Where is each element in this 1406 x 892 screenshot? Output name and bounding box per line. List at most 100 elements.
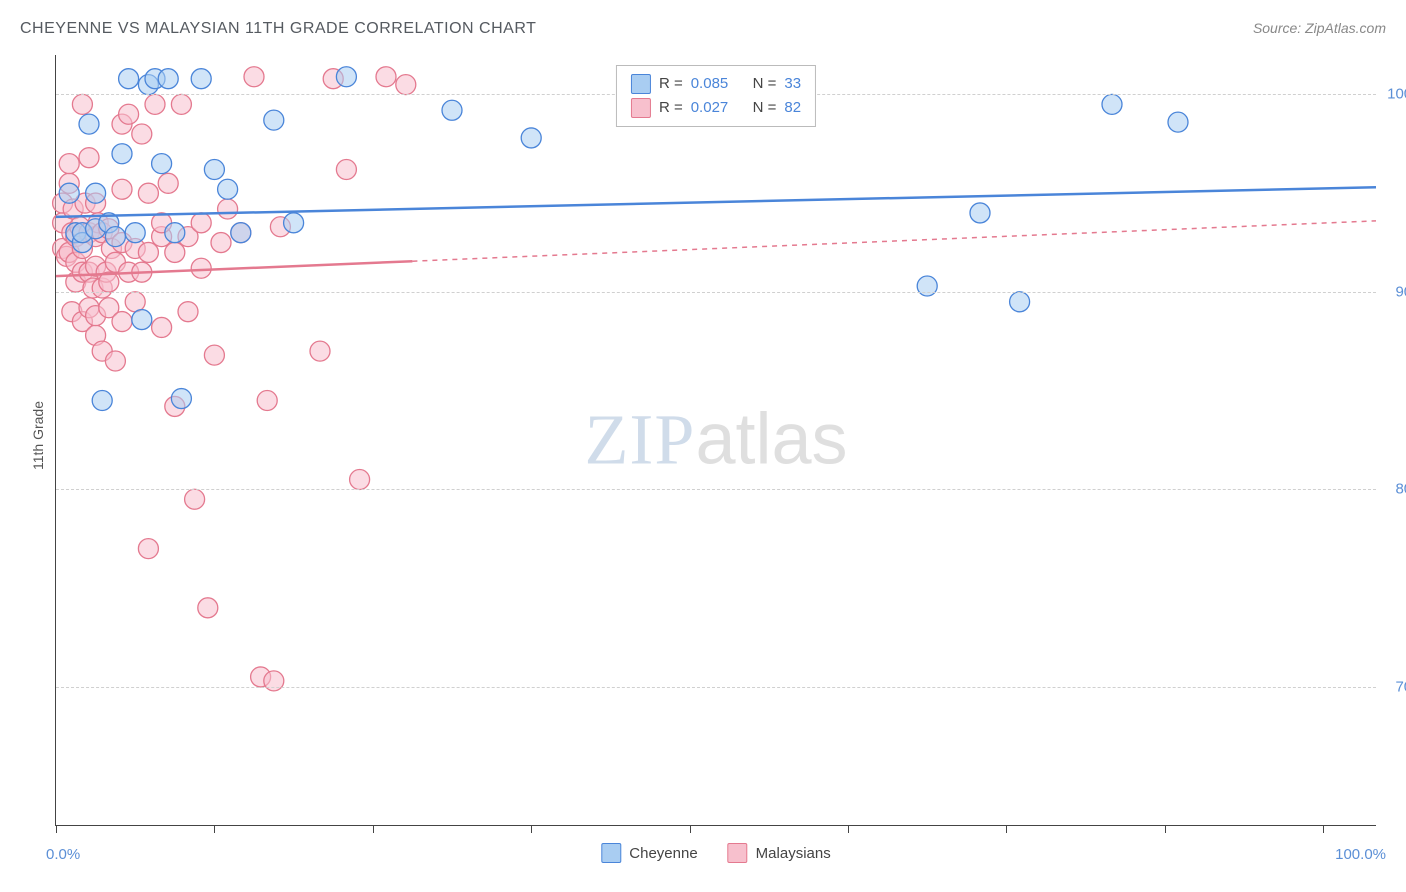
data-point <box>310 341 330 361</box>
data-point <box>284 213 304 233</box>
n-value: 33 <box>784 72 801 96</box>
y-tick-label: 100.0% <box>1387 86 1406 103</box>
data-point <box>970 203 990 223</box>
data-point <box>112 144 132 164</box>
gridline <box>56 489 1376 490</box>
data-point <box>264 671 284 691</box>
data-point <box>1010 292 1030 312</box>
data-point <box>79 114 99 134</box>
data-point <box>171 389 191 409</box>
data-point <box>165 223 185 243</box>
x-tick <box>1165 825 1166 833</box>
x-tick <box>531 825 532 833</box>
data-point <box>145 94 165 114</box>
data-point <box>105 351 125 371</box>
plot-svg <box>56 55 1376 825</box>
swatch-icon <box>601 843 621 863</box>
data-point <box>336 160 356 180</box>
data-point <box>244 67 264 87</box>
x-tick <box>1006 825 1007 833</box>
data-point <box>185 489 205 509</box>
y-tick-label: 70.0% <box>1395 678 1406 695</box>
trend-line <box>56 187 1376 217</box>
data-point <box>119 104 139 124</box>
x-tick <box>848 825 849 833</box>
legend-stats-box: R = 0.085 N = 33 R = 0.027 N = 82 <box>616 65 816 127</box>
data-point <box>350 469 370 489</box>
data-point <box>105 227 125 247</box>
r-value: 0.085 <box>691 72 729 96</box>
y-axis-label: 11th Grade <box>30 401 46 470</box>
x-axis-max-label: 100.0% <box>1335 846 1386 863</box>
legend-stats-row-0: R = 0.085 N = 33 <box>631 72 801 96</box>
data-point <box>132 310 152 330</box>
data-point <box>132 124 152 144</box>
data-point <box>264 110 284 130</box>
data-point <box>171 94 191 114</box>
legend-item-cheyenne: Cheyenne <box>601 843 697 863</box>
data-point <box>178 302 198 322</box>
header: CHEYENNE VS MALAYSIAN 11TH GRADE CORRELA… <box>20 20 1386 38</box>
data-point <box>191 258 211 278</box>
data-point <box>138 242 158 262</box>
data-point <box>257 391 277 411</box>
data-point <box>204 160 224 180</box>
data-point <box>198 598 218 618</box>
y-tick-label: 80.0% <box>1395 481 1406 498</box>
data-point <box>1102 94 1122 114</box>
data-point <box>59 183 79 203</box>
data-point <box>125 223 145 243</box>
gridline <box>56 687 1376 688</box>
data-point <box>112 179 132 199</box>
data-point <box>917 276 937 296</box>
data-point <box>125 292 145 312</box>
data-point <box>376 67 396 87</box>
n-value: 82 <box>784 96 801 120</box>
chart-title: CHEYENNE VS MALAYSIAN 11TH GRADE CORRELA… <box>20 20 536 38</box>
x-tick <box>56 825 57 833</box>
legend-stats-row-1: R = 0.027 N = 82 <box>631 96 801 120</box>
swatch-icon <box>631 98 651 118</box>
data-point <box>158 173 178 193</box>
data-point <box>152 154 172 174</box>
x-tick <box>690 825 691 833</box>
data-point <box>165 242 185 262</box>
x-tick <box>373 825 374 833</box>
x-tick <box>1323 825 1324 833</box>
data-point <box>92 391 112 411</box>
legend-label: Malaysians <box>756 845 831 862</box>
data-point <box>138 539 158 559</box>
legend-item-malaysians: Malaysians <box>728 843 831 863</box>
data-point <box>218 179 238 199</box>
legend-bottom: Cheyenne Malaysians <box>601 843 830 863</box>
data-point <box>72 94 92 114</box>
n-label: N = <box>753 96 777 120</box>
data-point <box>119 69 139 89</box>
data-point <box>218 199 238 219</box>
data-point <box>1168 112 1188 132</box>
n-label: N = <box>753 72 777 96</box>
data-point <box>152 317 172 337</box>
data-point <box>336 67 356 87</box>
legend-label: Cheyenne <box>629 845 697 862</box>
swatch-icon <box>631 74 651 94</box>
r-value: 0.027 <box>691 96 729 120</box>
data-point <box>442 100 462 120</box>
y-tick-label: 90.0% <box>1395 283 1406 300</box>
data-point <box>521 128 541 148</box>
x-tick <box>214 825 215 833</box>
r-label: R = <box>659 96 683 120</box>
data-point <box>138 183 158 203</box>
r-label: R = <box>659 72 683 96</box>
data-point <box>396 75 416 95</box>
data-point <box>59 154 79 174</box>
data-point <box>191 69 211 89</box>
data-point <box>112 312 132 332</box>
data-point <box>204 345 224 365</box>
data-point <box>231 223 251 243</box>
x-axis-min-label: 0.0% <box>46 846 80 863</box>
trend-line-extrapolated <box>412 221 1376 261</box>
data-point <box>191 213 211 233</box>
data-point <box>211 233 231 253</box>
data-point <box>158 69 178 89</box>
